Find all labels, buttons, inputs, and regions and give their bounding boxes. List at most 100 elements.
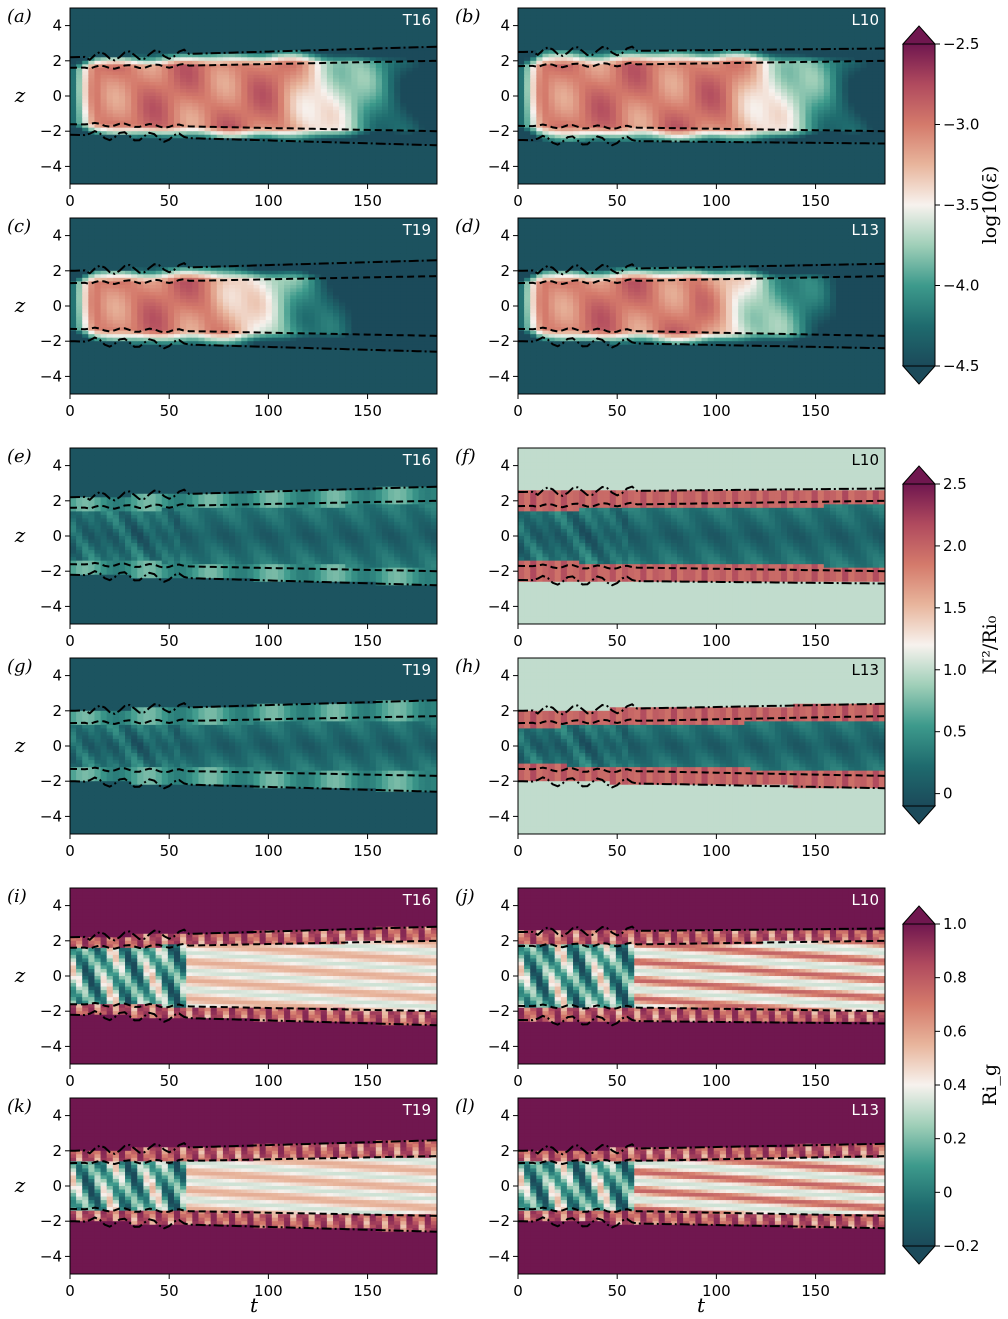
heatmap-cell: [131, 39, 138, 44]
heatmap-cell: [192, 134, 200, 139]
heatmap-cell: [750, 29, 758, 34]
heatmap-cell: [732, 99, 739, 104]
heatmap-cell: [259, 71, 267, 76]
heatmap-cell: [615, 67, 623, 72]
heatmap-cell: [573, 145, 580, 150]
heatmap-cell: [524, 173, 531, 178]
heatmap-cell: [351, 43, 359, 48]
heatmap-cell: [640, 64, 648, 69]
heatmap-cell: [198, 152, 206, 157]
heatmap-cell: [118, 43, 126, 48]
heatmap-cell: [621, 120, 629, 125]
heatmap-cell: [253, 43, 261, 48]
heatmap-cell: [112, 131, 120, 136]
heatmap-cell: [70, 141, 77, 146]
heatmap-cell: [131, 159, 138, 164]
heatmap-cell: [94, 152, 102, 157]
heatmap-cell: [388, 162, 395, 167]
heatmap-cell: [732, 148, 739, 153]
heatmap-cell: [658, 50, 666, 55]
heatmap-cell: [112, 176, 120, 182]
heatmap-cell: [204, 169, 212, 175]
heatmap-cell: [560, 60, 568, 65]
heatmap-cell: [70, 152, 77, 157]
heatmap-cell: [652, 106, 660, 111]
heatmap-cell: [149, 106, 157, 111]
heatmap-cell: [701, 134, 709, 139]
heatmap-cell: [536, 169, 544, 175]
heatmap-cell: [161, 176, 169, 182]
heatmap-cell: [573, 15, 580, 20]
heatmap-cell: [707, 169, 715, 175]
heatmap-cell: [615, 113, 623, 118]
heatmap-cell: [725, 32, 733, 37]
heatmap-cell: [198, 99, 206, 104]
heatmap-cell: [204, 117, 212, 122]
heatmap-cell: [314, 85, 322, 90]
heatmap-cell: [76, 176, 83, 182]
heatmap-cell: [394, 25, 401, 30]
heatmap-cell: [302, 25, 310, 30]
heatmap-cell: [518, 176, 525, 182]
heatmap-cell: [241, 53, 248, 58]
heatmap-cell: [241, 11, 248, 16]
heatmap-cell: [265, 103, 273, 108]
heatmap-cell: [536, 120, 544, 125]
heatmap-cell: [94, 110, 102, 115]
heatmap-cell: [314, 117, 322, 122]
heatmap-cell: [76, 85, 83, 90]
heatmap-cell: [88, 110, 96, 115]
heatmap-cell: [186, 46, 193, 51]
heatmap-cell: [554, 11, 562, 16]
heatmap-cell: [634, 18, 641, 23]
heatmap-cell: [683, 60, 690, 65]
heatmap-cell: [333, 134, 340, 139]
heatmap-cell: [591, 53, 599, 58]
heatmap-cell: [707, 166, 715, 171]
heatmap-cell: [621, 29, 629, 34]
heatmap-cell: [161, 22, 169, 27]
heatmap-cell: [100, 162, 108, 167]
heatmap-cell: [738, 57, 745, 62]
heatmap-cell: [375, 113, 383, 118]
heatmap-cell: [418, 103, 426, 108]
heatmap-cell: [585, 124, 592, 129]
heatmap-cell: [658, 120, 666, 125]
heatmap-cell: [603, 22, 611, 27]
heatmap-cell: [216, 127, 224, 132]
heatmap-cell: [180, 120, 187, 125]
heatmap-cell: [719, 36, 727, 41]
heatmap-cell: [94, 148, 102, 153]
heatmap-cell: [204, 173, 212, 178]
heatmap-cell: [82, 127, 89, 132]
heatmap-cell: [118, 15, 126, 20]
heatmap-cell: [603, 85, 611, 90]
heatmap-cell: [76, 81, 83, 87]
heatmap-cell: [725, 138, 733, 143]
heatmap-cell: [186, 25, 193, 30]
heatmap-cell: [363, 145, 371, 150]
heatmap-cell: [603, 8, 611, 13]
heatmap-cell: [241, 152, 248, 157]
heatmap-cell: [173, 99, 181, 104]
heatmap-cell: [173, 145, 181, 150]
heatmap-cell: [412, 25, 420, 30]
heatmap-cell: [125, 117, 132, 122]
heatmap-cell: [725, 85, 733, 90]
heatmap-cell: [106, 15, 114, 20]
heatmap-cell: [658, 11, 666, 16]
heatmap-cell: [640, 96, 648, 101]
heatmap-cell: [186, 85, 193, 90]
heatmap-cell: [430, 113, 437, 118]
heatmap-cell: [88, 22, 96, 27]
x-tick-label: 100: [254, 192, 283, 210]
heatmap-cell: [302, 96, 310, 101]
heatmap-cell: [253, 173, 261, 178]
heatmap-cell: [621, 127, 629, 132]
heatmap-cell: [100, 141, 108, 146]
heatmap-cell: [290, 71, 297, 76]
heatmap-cell: [412, 32, 420, 37]
heatmap-cell: [180, 88, 187, 94]
heatmap-cell: [615, 162, 623, 167]
heatmap-cell: [579, 176, 586, 182]
